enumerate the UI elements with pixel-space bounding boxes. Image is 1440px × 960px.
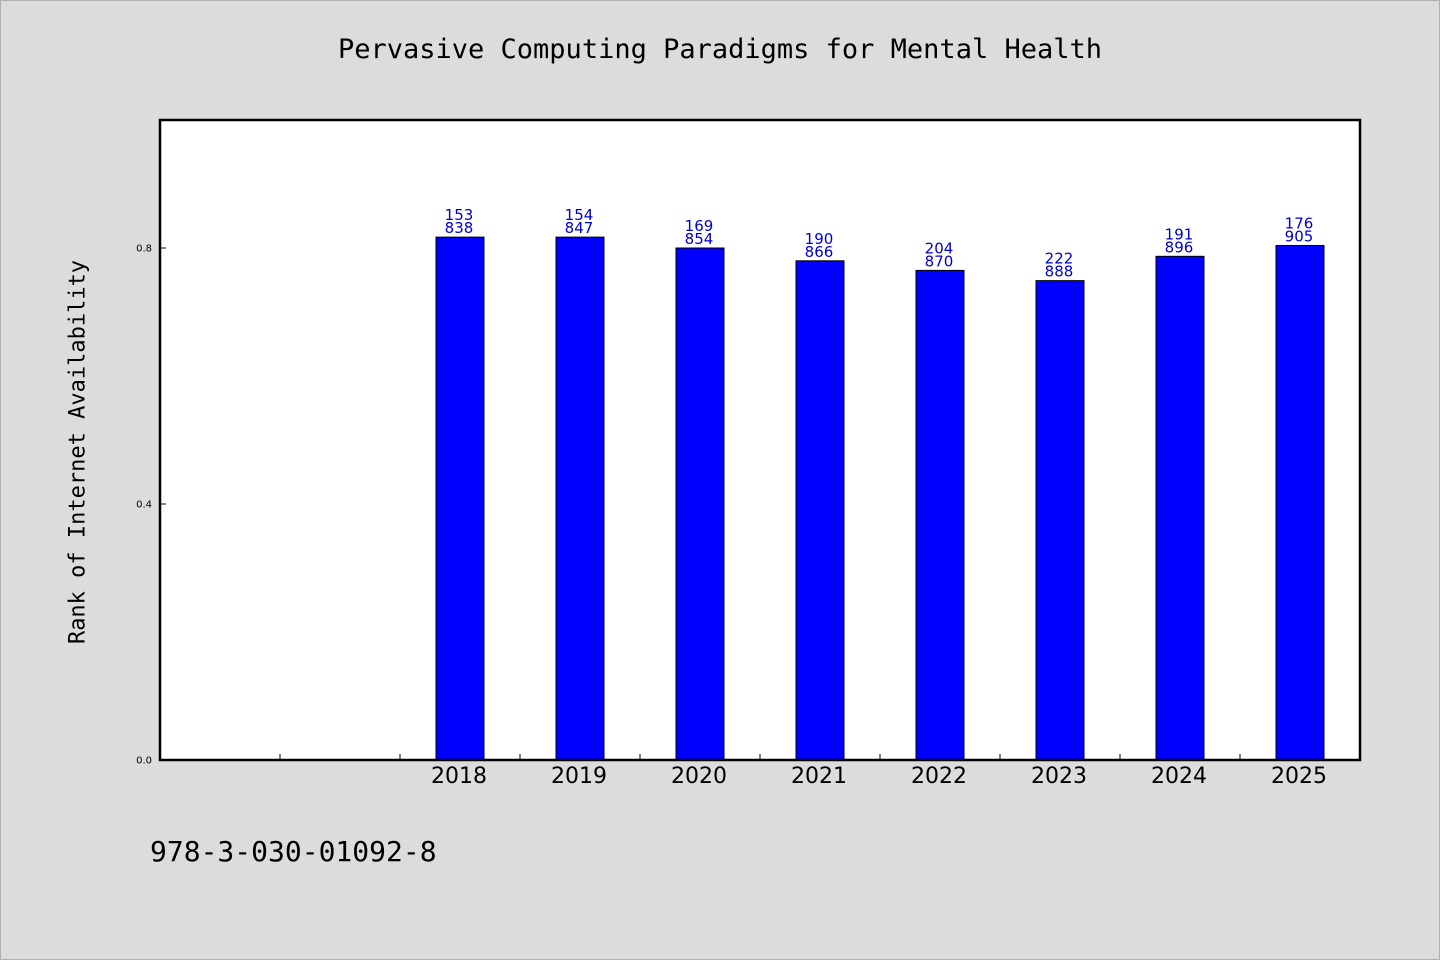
y-tick-label-0: 0.0 (136, 756, 152, 767)
x-tick-label-2020: 2020 (671, 764, 727, 789)
y-tick-label-1: 0.4 (136, 500, 152, 511)
bar-2024 (1155, 255, 1205, 761)
bar-label-2018-2: 838 (445, 219, 474, 237)
bar-label-2025-1: 176 (1285, 214, 1314, 232)
bar-label-2020-2: 854 (685, 230, 714, 248)
bar-label-2022-1: 204 (925, 239, 954, 257)
bar-2018 (435, 236, 485, 761)
bar-label-2019-1: 154 (565, 206, 594, 224)
x-tick-label-2023: 2023 (1031, 764, 1087, 789)
bar-2025 (1275, 244, 1325, 761)
x-tick-label-2025: 2025 (1271, 764, 1327, 789)
x-tick-label-2018: 2018 (431, 764, 487, 789)
bar-label-2021-2: 866 (805, 243, 834, 261)
bar-label-2021-1: 190 (805, 230, 834, 248)
chart-title: Pervasive Computing Paradigms for Mental… (337, 34, 1102, 65)
bar-label-2022-2: 870 (925, 252, 954, 270)
bar-label-2019-2: 847 (565, 219, 594, 237)
bar-2023 (1035, 280, 1085, 761)
bar-2021 (795, 260, 845, 761)
bar-label-2020-1: 169 (685, 217, 714, 235)
bar-2022 (915, 269, 965, 761)
plot-border (158, 118, 1362, 762)
bar-label-2024-1: 191 (1165, 225, 1194, 243)
x-tick-label-2019: 2019 (551, 764, 607, 789)
x-tick-label-2021: 2021 (791, 764, 847, 789)
bar-2019 (555, 236, 605, 761)
bar-label-2024-2: 896 (1165, 238, 1194, 256)
x-tick-label-2022: 2022 (911, 764, 967, 789)
bar-label-2018-1: 153 (445, 206, 474, 224)
bar-label-2025-2: 905 (1285, 227, 1314, 245)
y-tick-label-2: 0.8 (136, 244, 152, 255)
bar-label-2023-2: 888 (1045, 263, 1074, 281)
bar-2020 (675, 247, 725, 761)
isbn-label: 978-3-030-01092-8 (150, 835, 437, 868)
x-tick-label-2024: 2024 (1151, 764, 1207, 789)
bar-label-2023-1: 222 (1045, 250, 1074, 268)
